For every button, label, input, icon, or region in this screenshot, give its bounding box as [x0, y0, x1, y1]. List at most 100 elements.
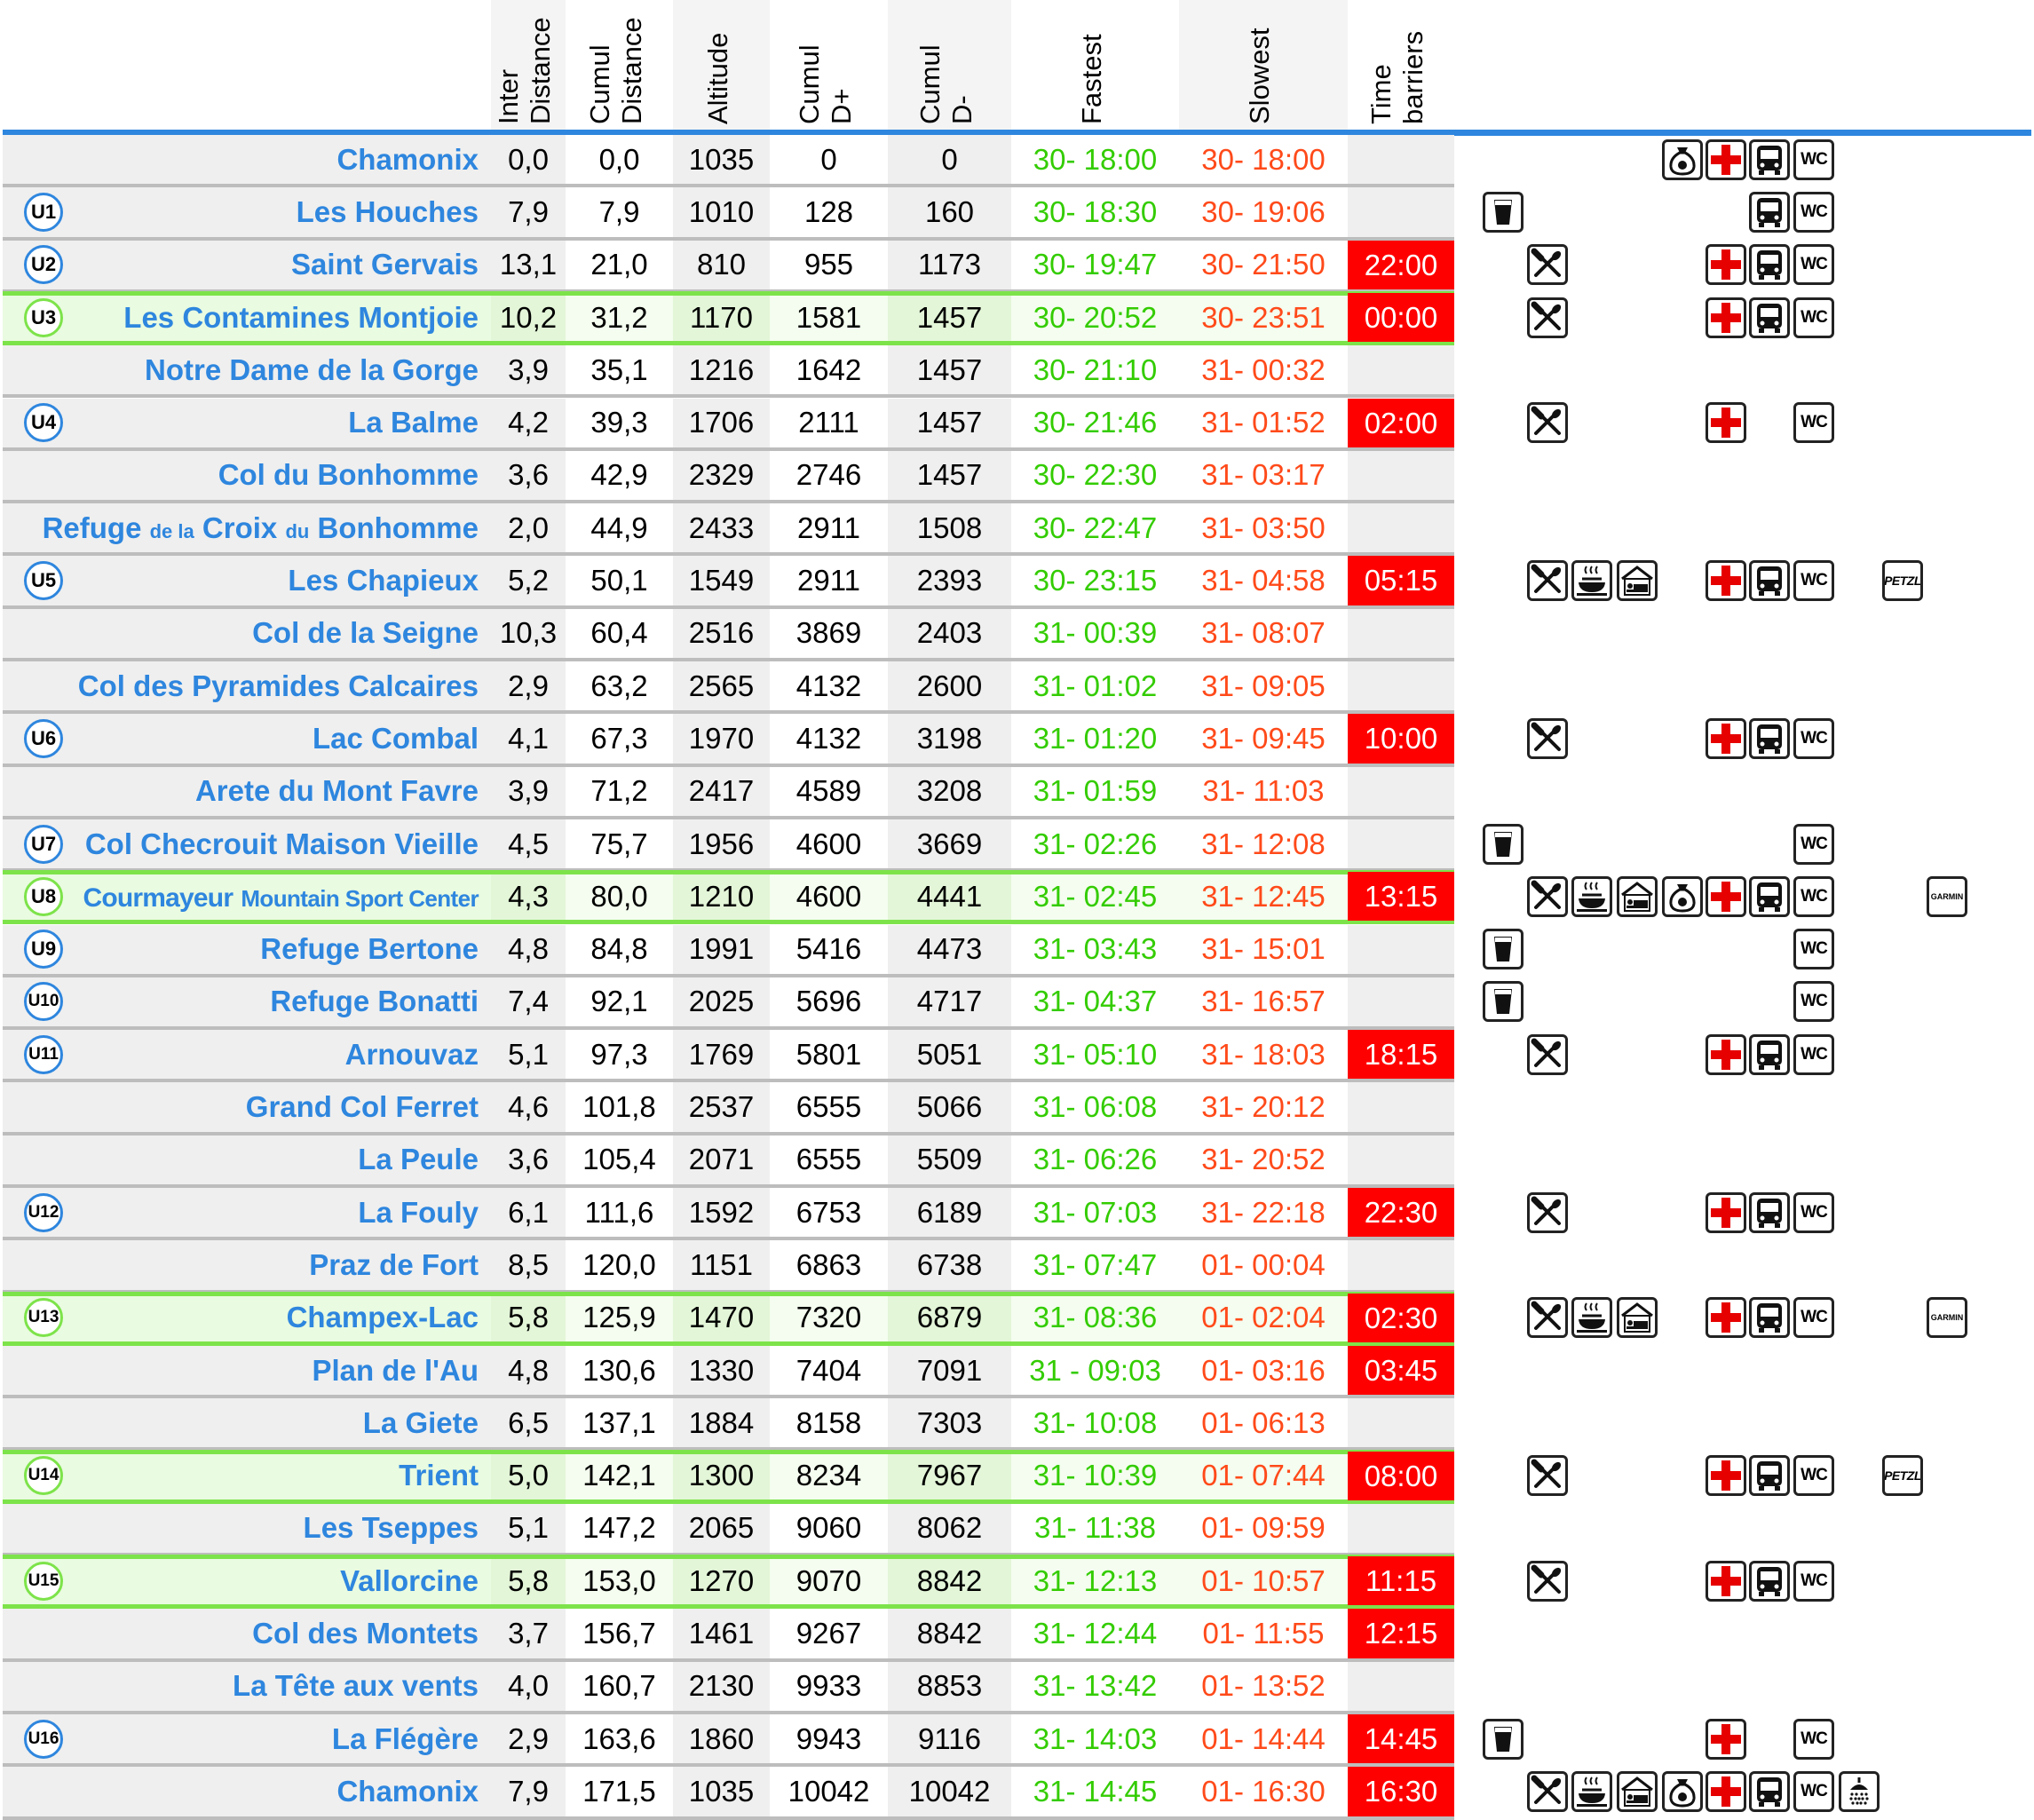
cell-bg-fast: [1011, 345, 1179, 395]
cell-bg-inter: [491, 1767, 566, 1816]
cell-bg-dminus: [888, 187, 1011, 237]
cell-bg-alt: [673, 187, 770, 237]
cell-bg-cumul: [566, 766, 673, 816]
food-icon: [1527, 1770, 1568, 1812]
slowest-time: 31- 09:05: [1201, 669, 1326, 702]
cell-bg-inter: [491, 345, 566, 395]
cumul-dminus: 6879: [916, 1301, 983, 1334]
cell-bg-fast: [1011, 924, 1179, 974]
checkpoint-name: Col des Montets: [252, 1617, 479, 1650]
row-divider: [3, 1026, 1454, 1031]
slowest-time: 31- 03:50: [1201, 510, 1326, 544]
cell-bg-cumul: [566, 1135, 673, 1184]
cumul-dplus: 10042: [787, 1774, 870, 1808]
slowest-time: 31- 00:32: [1201, 352, 1326, 386]
row-divider: [3, 1237, 1454, 1241]
checkpoint-name: Col des Pyramides Calcaires: [77, 669, 479, 702]
checkpoint-badge: U6: [24, 718, 63, 758]
wc-label: WC: [1801, 571, 1828, 590]
cumul-distance: 7,9: [598, 194, 640, 228]
cell-bg-cumul: [566, 1767, 673, 1816]
food-icon: [1527, 297, 1568, 338]
cell-bg-dminus: [888, 135, 1011, 185]
cell-bg-inter: [491, 503, 566, 553]
table-row: La Peule 3,6 105,4 2071 6555 5509 31- 06:26 31-…: [0, 1135, 2034, 1188]
bag-icon: [1662, 1770, 1703, 1812]
header-column-slowest: Slowest: [1179, 0, 1348, 130]
bus-icon: [1749, 875, 1790, 917]
cell-bg-dplus: [770, 1503, 888, 1554]
cell-bg-dminus: [888, 1451, 1011, 1500]
wc-icon: WC: [1793, 1718, 1834, 1760]
table-row: Col de la Seigne 10,3 60,4 2516 3869 2403 31- …: [0, 608, 2034, 661]
inter-distance: 5,8: [508, 1301, 549, 1334]
table-row: Col des Pyramides Calcaires 2,9 63,2 2565 41…: [0, 661, 2034, 715]
drink-icon: [1483, 191, 1524, 233]
inter-distance: 3,6: [508, 1143, 549, 1176]
wc-label: WC: [1801, 413, 1828, 432]
checkpoint-name: Refuge Bertone: [260, 932, 479, 966]
cell-bg-dplus: [770, 1767, 888, 1816]
cell-bg-barrier: [1348, 1503, 1454, 1554]
cell-bg-alt: [673, 1767, 770, 1816]
cumul-dminus: 2403: [916, 616, 983, 650]
cell-bg-cumul: [566, 240, 673, 289]
inter-distance: 3,7: [508, 1617, 549, 1650]
fastest-time: 31- 10:08: [1033, 1405, 1158, 1439]
cell-bg-cumul: [566, 872, 673, 922]
cell-bg-alt: [673, 608, 770, 658]
checkpoint-name: Chamonix: [336, 142, 479, 176]
fastest-time: 31- 07:47: [1033, 1247, 1158, 1281]
cumul-dplus: 9267: [795, 1617, 862, 1650]
cell-bg-fast: [1011, 1503, 1179, 1554]
header-column-altitude: Altitude: [673, 0, 770, 130]
cell-bg-dminus: [888, 1767, 1011, 1816]
row-divider: [3, 657, 1454, 661]
row-divider: [3, 1341, 1454, 1346]
bus-icon: [1749, 244, 1790, 286]
cumul-distance: 142,1: [582, 1459, 656, 1492]
table-row: Chamonix 0,0 0,0 1035 0 0 30- 18:00 30- 18:00 WC: [0, 135, 2034, 188]
table-row: Grand Col Ferret 4,6 101,8 2537 6555 5066 31- …: [0, 1082, 2034, 1136]
checkpoint-name: La Fouly: [358, 1195, 479, 1229]
cell-bg-slow: [1179, 187, 1348, 237]
wc-icon: WC: [1793, 297, 1834, 338]
cell-bg-inter: [491, 135, 566, 185]
cell-bg-alt: [673, 1345, 770, 1396]
row-divider: [3, 1447, 1454, 1452]
table-row: U1 Les Houches 7,9 7,9 1010 128 160 30- 18:30 30…: [0, 187, 2034, 241]
altitude: 2417: [688, 774, 755, 808]
cumul-dminus: 8853: [916, 1669, 983, 1703]
sponsor-label: PETZL: [1884, 574, 1921, 589]
cumul-dminus: 1508: [916, 510, 983, 544]
cell-bg-dplus: [770, 766, 888, 816]
cell-bg-inter: [491, 1556, 566, 1606]
cell-bg-slow: [1179, 1661, 1348, 1711]
cumul-dminus: 3208: [916, 774, 983, 808]
altitude: 1706: [688, 406, 755, 439]
altitude: 1860: [688, 1721, 755, 1755]
wc-label: WC: [1801, 728, 1828, 748]
wc-icon: WC: [1793, 823, 1834, 865]
cell-bg-dplus: [770, 924, 888, 974]
cell-bg-dminus: [888, 1030, 1011, 1080]
fastest-time: 31- 01:20: [1033, 721, 1158, 755]
cell-bg-dplus: [770, 1609, 888, 1658]
wc-label: WC: [1801, 886, 1828, 906]
cell-bg-fast: [1011, 1030, 1179, 1080]
slowest-time: 31- 20:12: [1201, 1090, 1326, 1124]
table-row: Les Tseppes 5,1 147,2 2065 9060 8062 31- 11:38…: [0, 1503, 2034, 1557]
cell-bg-dplus: [770, 1030, 888, 1080]
inter-distance: 3,9: [508, 352, 549, 386]
shower-icon: [1839, 1770, 1880, 1812]
checkpoint-name: Chamonix: [336, 1774, 479, 1808]
slowest-time: 01- 03:16: [1201, 1353, 1326, 1387]
inter-distance: 4,3: [508, 879, 549, 913]
cell-bg-cumul: [566, 1293, 673, 1342]
cell-bg-alt: [673, 1451, 770, 1500]
hot-meal-icon: [1571, 1770, 1612, 1812]
cumul-dminus: 8062: [916, 1511, 983, 1545]
fastest-time: 31- 10:39: [1033, 1459, 1158, 1492]
hot-meal-icon: [1571, 560, 1612, 602]
slowest-time: 01- 16:30: [1201, 1774, 1326, 1808]
